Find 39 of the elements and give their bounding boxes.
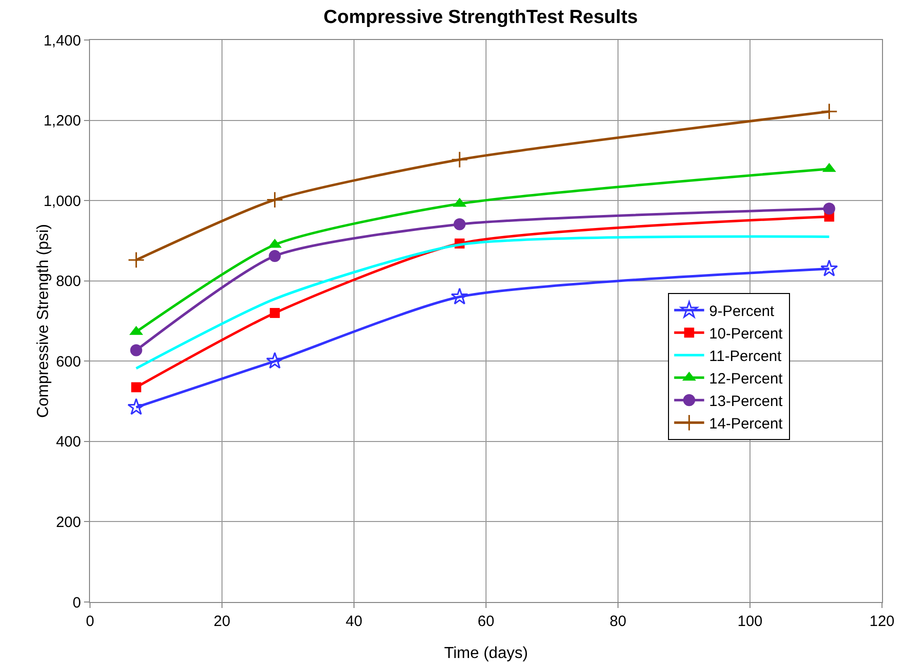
legend-label: 14-Percent: [709, 416, 784, 432]
y-tick-label: 400: [56, 434, 81, 451]
point: [820, 260, 838, 276]
point: [127, 398, 145, 415]
y-tick-label: 600: [56, 353, 81, 370]
y-tick-label: 1,000: [43, 192, 81, 210]
x-axis-title: Time (days): [444, 645, 528, 662]
y-tick-label: 0: [72, 594, 81, 612]
chart-title: Compressive StrengthTest Results: [324, 7, 638, 28]
legend-label: 11-Percent: [709, 348, 782, 365]
point: [270, 308, 280, 318]
legend-label: 10-Percent: [709, 326, 784, 342]
x-tick-label: 0: [86, 613, 94, 630]
x-tick-label: 100: [737, 613, 763, 630]
x-tick-label: 60: [478, 613, 494, 630]
x-tick-label: 120: [869, 613, 895, 630]
legend-label: 12-Percent: [709, 370, 784, 388]
line-series: [134, 235, 830, 370]
point: [131, 382, 142, 392]
y-tick-label: 800: [56, 273, 81, 290]
x-tick-label: 40: [346, 613, 362, 630]
legend-label: 13-Percent: [709, 393, 784, 410]
point: [450, 288, 468, 304]
point: [128, 252, 145, 268]
point: [130, 344, 142, 356]
x-tick-label: 20: [214, 613, 230, 630]
point: [266, 191, 284, 208]
point: [823, 202, 836, 215]
y-tick-label: 1,400: [43, 32, 81, 50]
y-tick-label: 200: [56, 514, 81, 531]
point: [268, 250, 281, 262]
y-tick-label: 1,200: [43, 112, 81, 130]
x-tick-label: 80: [610, 613, 626, 630]
point: [266, 352, 284, 369]
point: [454, 218, 466, 230]
point: [820, 103, 838, 120]
y-axis-title: Compressive Strength (psi): [35, 224, 52, 418]
point: [451, 151, 468, 168]
legend-label: 9-Percent: [709, 303, 776, 320]
